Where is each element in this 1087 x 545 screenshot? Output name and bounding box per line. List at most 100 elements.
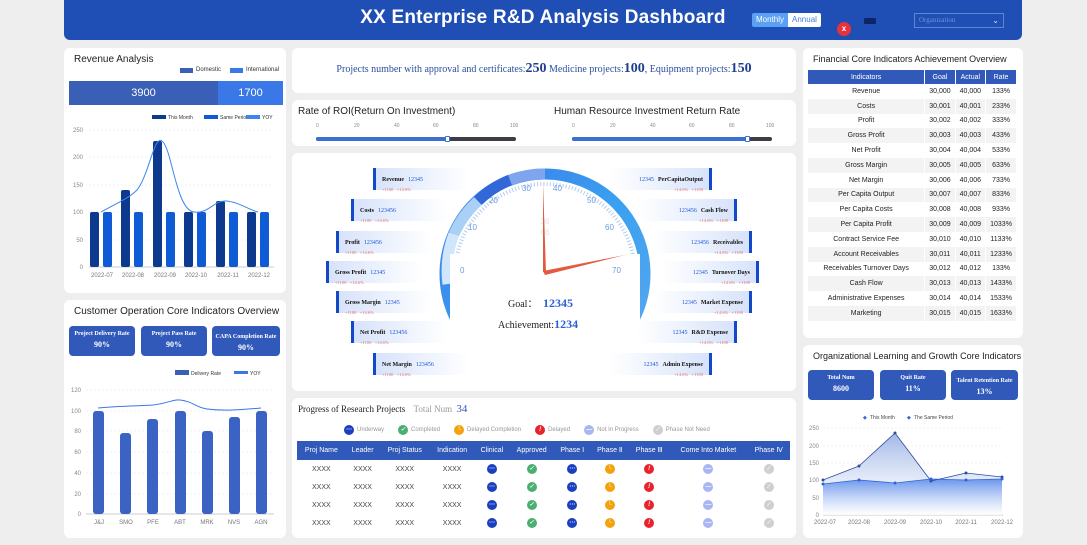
- status-legend-item: └ Delayed Completion: [454, 425, 521, 435]
- table-row[interactable]: Per Capita Output 30,007 40,007 833%: [808, 187, 1017, 203]
- annual-toggle-button[interactable]: Annual: [788, 13, 821, 27]
- indicator-profit[interactable]: Profit 123456 +1100 +14.6%: [336, 231, 432, 255]
- status-cell: ✓: [509, 478, 554, 496]
- svg-text:2022-08: 2022-08: [122, 273, 145, 279]
- table-cell: 40,006: [955, 172, 987, 188]
- table-cell: 333%: [985, 113, 1017, 129]
- table-row[interactable]: Costs 30,001 40,001 233%: [808, 98, 1017, 114]
- kpi-total-num[interactable]: Total Num 8600: [808, 370, 874, 400]
- roi-title: Rate of ROI(Return On Investment): [298, 106, 456, 117]
- status-icon: ✓: [526, 482, 537, 492]
- indicator-costs[interactable]: Costs 123456 +1100 +14.6%: [351, 199, 447, 223]
- table-row[interactable]: XXXX XXXX XXXX XXXX ··· ✓ ··· └! — ∕: [297, 496, 790, 514]
- status-cell: └: [591, 496, 629, 514]
- status-cell: —: [669, 478, 747, 496]
- table-row[interactable]: Net Profit 30,004 40,004 533%: [808, 143, 1017, 158]
- column-header[interactable]: Indication: [429, 441, 475, 460]
- medicine-label: Medicine projects:: [546, 64, 624, 75]
- svg-text:30: 30: [522, 184, 531, 193]
- table-row[interactable]: XXXX XXXX XXXX XXXX ··· ✓ ··· └! — ∕: [297, 478, 790, 496]
- column-header[interactable]: Approved: [509, 441, 554, 460]
- column-header[interactable]: Phase Ⅲ: [628, 441, 670, 460]
- indicator-cash-flow[interactable]: 123456 Cash Flow +14.6% +1100: [637, 199, 737, 223]
- delivery-rate-chart: Delivery Rate YOY 120 100 80 60 40 20 0 J&J SM…: [71, 370, 274, 526]
- research-projects-table: Proj Name Leader Proj Status Indication Clin…: [297, 441, 790, 532]
- monthly-toggle-button[interactable]: Monthly: [752, 13, 789, 27]
- svg-text:250: 250: [73, 128, 84, 134]
- column-header[interactable]: Goal: [924, 70, 956, 84]
- column-header[interactable]: Leader: [345, 441, 380, 460]
- table-cell: Per Capita Output: [808, 187, 926, 203]
- column-header[interactable]: Proj Status: [379, 441, 430, 460]
- table-cell: 40,002: [955, 113, 987, 129]
- kpi-project-pass-rate[interactable]: Project Pass Rate 90%: [141, 326, 207, 356]
- table-row[interactable]: Administrative Expenses 30,014 40,014 1533%: [808, 291, 1017, 306]
- kpi-label: Total Num: [827, 375, 855, 381]
- hr-track[interactable]: [572, 136, 772, 142]
- indicator-net-profit[interactable]: Net Profit 123456 +1100 +14.6%: [351, 321, 447, 345]
- international-revenue: 1700: [218, 81, 283, 105]
- column-header[interactable]: Phase Ⅰ: [553, 441, 591, 460]
- column-header[interactable]: Phase Ⅱ: [590, 441, 629, 460]
- hr-handle[interactable]: [745, 136, 750, 142]
- table-row[interactable]: Profit 30,002 40,002 333%: [808, 113, 1017, 129]
- roi-track[interactable]: [316, 136, 516, 142]
- status-icon: !: [644, 500, 655, 510]
- indicator-market-expense[interactable]: 12345 Market Expense +14.6% +1100: [652, 291, 752, 315]
- chevron-down-icon: ⌄: [992, 16, 999, 25]
- column-header[interactable]: Clinical: [474, 441, 510, 460]
- table-row[interactable]: Revenue 30,000 40,000 133%: [808, 84, 1017, 99]
- status-cell: !: [629, 478, 669, 496]
- svg-text:150: 150: [809, 461, 820, 467]
- table-cell: 40,013: [955, 276, 987, 292]
- kpi-quit-rate[interactable]: Quit Rate 11%: [880, 370, 946, 400]
- indicator-revenue[interactable]: Revenue 12345 +1100 +14.6%: [373, 168, 469, 192]
- table-row[interactable]: Gross Profit 30,003 40,003 433%: [808, 128, 1017, 144]
- svg-text:2022-11: 2022-11: [217, 273, 239, 279]
- table-row[interactable]: Per Capita Costs 30,008 40,008 933%: [808, 202, 1017, 218]
- table-row[interactable]: Gross Margin 30,005 40,005 633%: [808, 157, 1017, 173]
- table-cell: 40,004: [955, 143, 987, 158]
- column-header[interactable]: Rate: [985, 70, 1017, 84]
- roi-handle[interactable]: [445, 136, 450, 142]
- column-header[interactable]: Phase Ⅳ: [747, 441, 790, 460]
- learning-growth-card: Organizational Learning and Growth Core …: [803, 345, 1023, 538]
- table-cell: 933%: [985, 202, 1017, 218]
- table-row[interactable]: Net Margin 30,006 40,006 733%: [808, 172, 1017, 188]
- indicator-per-capita-output[interactable]: 12345 PerCapitaOutput +14.6% +1100: [610, 168, 712, 192]
- kpi-capa-completion-rate[interactable]: CAPA Completion Rate 90%: [212, 326, 280, 356]
- table-row[interactable]: Contract Service Fee 30,010 40,010 1133%: [808, 231, 1017, 247]
- indicator-net-margin[interactable]: Net Margin 123456 +1100 +14.6%: [373, 353, 469, 377]
- indicator-gross-margin[interactable]: Gross Margin 12345 +1100 +14.6%: [336, 291, 432, 315]
- indicator-rd-expense[interactable]: 12345 R&D Expense +14.6% +1100: [637, 321, 737, 345]
- table-row[interactable]: Marketing 30,015 40,015 1633%: [808, 305, 1017, 321]
- svg-text:AGN: AGN: [254, 520, 267, 526]
- table-row[interactable]: Cash Flow 30,013 40,013 1433%: [808, 276, 1017, 292]
- indicator-admin-expense[interactable]: 12345 Admin Expense +14.6% +1100: [610, 353, 712, 377]
- organization-select[interactable]: Organization ⌄: [914, 13, 1004, 28]
- indicator-turnover-days[interactable]: 12345 Turnover Days +14.6% +1100: [662, 261, 759, 285]
- indicator-gross-profit[interactable]: Gross Profit 12345 +1100 +14.6%: [326, 261, 422, 285]
- table-row[interactable]: XXXX XXXX XXXX XXXX ··· ✓ ··· └! — ∕: [297, 514, 790, 532]
- kpi-project-delivery-rate[interactable]: Project Delivery Rate 90%: [69, 326, 135, 356]
- status-icon: ···: [567, 464, 578, 474]
- table-cell: 1633%: [985, 305, 1017, 321]
- table-row[interactable]: Receivables Turnover Days 30,012 40,012 133…: [808, 261, 1017, 277]
- table-row[interactable]: Per Capita Profit 30,009 40,009 1033%: [808, 217, 1017, 232]
- status-icon: ✓: [526, 500, 537, 510]
- column-header[interactable]: Proj Name: [297, 441, 346, 460]
- column-header[interactable]: Indicators: [808, 70, 926, 84]
- column-header[interactable]: Actual: [955, 70, 987, 84]
- kpi-talent-retention-rate[interactable]: Talent Retention Rate 13%: [951, 370, 1018, 400]
- table-cell: Per Capita Costs: [808, 202, 926, 218]
- column-header[interactable]: Come Into Market: [669, 441, 748, 460]
- table-row[interactable]: Account Receivables 30,011 40,011 1233%: [808, 246, 1017, 262]
- table-cell: XXXX: [312, 519, 331, 527]
- table-cell: 533%: [985, 143, 1017, 158]
- table-cell: 133%: [985, 84, 1017, 99]
- indicator-receivables[interactable]: 123456 Receivables +14.6% +1100: [652, 231, 752, 255]
- table-cell: Net Profit: [808, 143, 926, 158]
- close-icon[interactable]: x: [837, 22, 851, 36]
- table-row[interactable]: XXXX XXXX XXXX XXXX ··· ✓ ··· └! — ∕: [297, 460, 790, 478]
- camera-icon[interactable]: [864, 18, 876, 24]
